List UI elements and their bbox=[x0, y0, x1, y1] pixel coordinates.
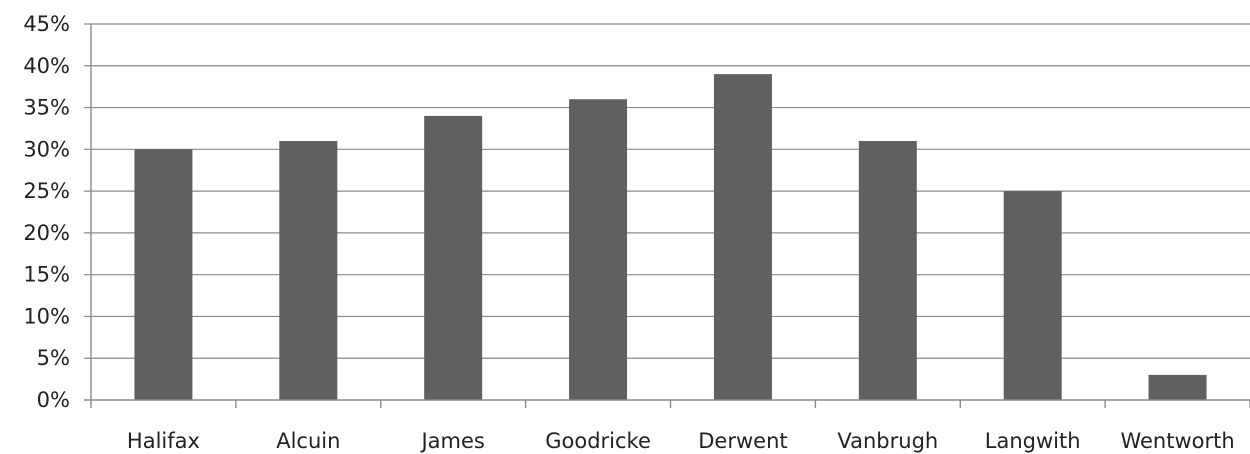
x-category-label: James bbox=[419, 429, 484, 453]
x-axis-category-labels: Halifax Alcuin James Goodricke Derwent Vanbru… bbox=[127, 429, 1235, 453]
y-tick-label: 10% bbox=[23, 304, 70, 328]
x-category-label: Goodricke bbox=[545, 429, 651, 453]
bar bbox=[713, 74, 772, 400]
y-tick-label: 40% bbox=[23, 54, 70, 78]
bar bbox=[134, 149, 193, 400]
x-category-label: Wentworth bbox=[1120, 429, 1234, 453]
x-category-label: Halifax bbox=[127, 429, 200, 453]
bar bbox=[569, 99, 628, 400]
axes bbox=[84, 24, 1250, 408]
y-tick-label: 20% bbox=[23, 221, 70, 245]
y-tick-label: 45% bbox=[23, 12, 70, 36]
bar bbox=[858, 140, 917, 400]
x-category-label: Langwith bbox=[985, 429, 1081, 453]
bars bbox=[134, 74, 1207, 401]
y-tick-label: 35% bbox=[23, 96, 70, 120]
bar bbox=[1003, 191, 1062, 400]
bar bbox=[424, 115, 483, 401]
x-category-label: Alcuin bbox=[276, 429, 340, 453]
x-category-label: Derwent bbox=[698, 429, 787, 453]
x-category-label: Vanbrugh bbox=[837, 429, 938, 453]
bar bbox=[1148, 374, 1207, 400]
gridlines bbox=[84, 23, 1250, 359]
y-tick-label: 15% bbox=[23, 263, 70, 287]
y-tick-label: 25% bbox=[23, 179, 70, 203]
y-tick-label: 5% bbox=[37, 346, 70, 370]
y-tick-label: 0% bbox=[37, 388, 70, 412]
y-axis-tick-labels: 0% 5% 10% 15% 20% 25% 30% 35% 40% 45% bbox=[23, 12, 70, 412]
y-tick-label: 30% bbox=[23, 137, 70, 161]
bar bbox=[279, 140, 338, 400]
